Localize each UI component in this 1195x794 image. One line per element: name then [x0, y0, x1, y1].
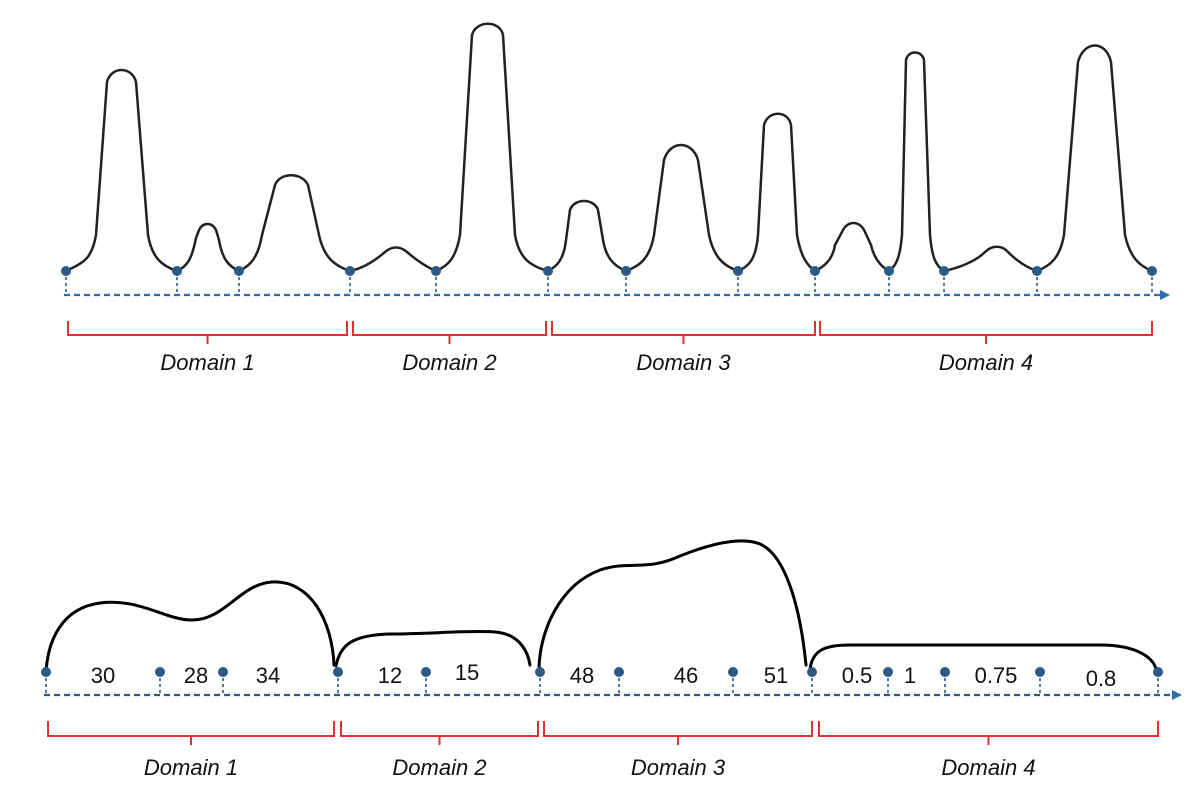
top-marker-dot [61, 266, 71, 276]
top-bracket-domain-1 [67, 321, 348, 344]
top-domain-label-3: Domain 3 [636, 350, 731, 375]
top-brackets: Domain 1 Domain 2 Domain 3 Domain 4 [67, 321, 1153, 375]
bottom-brackets: Domain 1 Domain 2 Domain 3 Domain 4 [47, 721, 1159, 780]
bottom-marker-dot [218, 667, 228, 677]
top-bracket-domain-2 [352, 321, 547, 344]
bottom-marker-dot [155, 667, 165, 677]
bottom-marker-dot [421, 667, 431, 677]
top-marker-dot [234, 266, 244, 276]
bottom-marker-dot [728, 667, 738, 677]
top-marker-dot [621, 266, 631, 276]
top-marker-dot [810, 266, 820, 276]
bottom-panel: 30 28 34 12 15 48 46 51 0.5 1 0.75 0.8 Domain 1 Doma… [41, 539, 1182, 780]
top-marker-dot [1032, 266, 1042, 276]
bottom-value-label: 0.75 [975, 663, 1018, 688]
bottom-value-label: 46 [674, 663, 698, 688]
bottom-bracket-domain-4 [818, 721, 1159, 745]
bottom-bump-domain-1 [44, 580, 336, 674]
bottom-domain-label-2: Domain 2 [392, 755, 486, 780]
bottom-marker-dot [333, 667, 343, 677]
top-bracket-domain-4 [819, 321, 1153, 344]
bottom-value-label: 1 [904, 663, 916, 688]
bottom-markers [41, 667, 1163, 695]
top-marker-dot [431, 266, 441, 276]
bottom-marker-dot [1035, 667, 1045, 677]
bottom-bracket-domain-3 [543, 721, 813, 745]
top-marker-dot [939, 266, 949, 276]
bottom-marker-dot [535, 667, 545, 677]
bottom-bump-domain-3 [537, 539, 808, 670]
bottom-value-label: 51 [764, 663, 788, 688]
bottom-value-label: 12 [378, 663, 402, 688]
bottom-marker-dot [807, 667, 817, 677]
top-domain-label-2: Domain 2 [402, 350, 496, 375]
bottom-bump-domain-4 [808, 643, 1158, 672]
bottom-value-label: 15 [455, 660, 479, 685]
top-panel: Domain 1 Domain 2 Domain 3 Domain 4 [61, 22, 1170, 375]
bottom-marker-dot [41, 667, 51, 677]
bottom-marker-dot [1153, 667, 1163, 677]
top-signal-curve [64, 22, 1154, 273]
top-marker-dot [345, 266, 355, 276]
bottom-domain-label-1: Domain 1 [144, 755, 238, 780]
bottom-marker-dot [614, 667, 624, 677]
top-marker-dot [733, 266, 743, 276]
bottom-domain-label-3: Domain 3 [631, 755, 726, 780]
top-domain-label-1: Domain 1 [160, 350, 254, 375]
bottom-values: 30 28 34 12 15 48 46 51 0.5 1 0.75 0.8 [91, 660, 1117, 691]
top-marker-dot [1147, 266, 1157, 276]
bottom-value-label: 0.5 [842, 663, 873, 688]
bottom-bracket-domain-1 [47, 721, 335, 745]
bottom-value-label: 0.8 [1086, 666, 1117, 691]
top-bracket-domain-3 [551, 321, 816, 344]
top-markers [61, 266, 1157, 295]
top-marker-dot [543, 266, 553, 276]
bottom-value-label: 30 [91, 663, 115, 688]
bottom-bump-domain-2 [334, 629, 532, 668]
top-marker-dot [172, 266, 182, 276]
bottom-marker-dot [940, 667, 950, 677]
bottom-value-label: 48 [570, 663, 594, 688]
bottom-domain-label-4: Domain 4 [941, 755, 1035, 780]
bottom-bracket-domain-2 [340, 721, 539, 745]
top-domain-label-4: Domain 4 [939, 350, 1033, 375]
bottom-marker-dot [883, 667, 893, 677]
bottom-value-label: 28 [184, 663, 208, 688]
top-marker-dot [884, 266, 894, 276]
bottom-value-label: 34 [256, 663, 280, 688]
